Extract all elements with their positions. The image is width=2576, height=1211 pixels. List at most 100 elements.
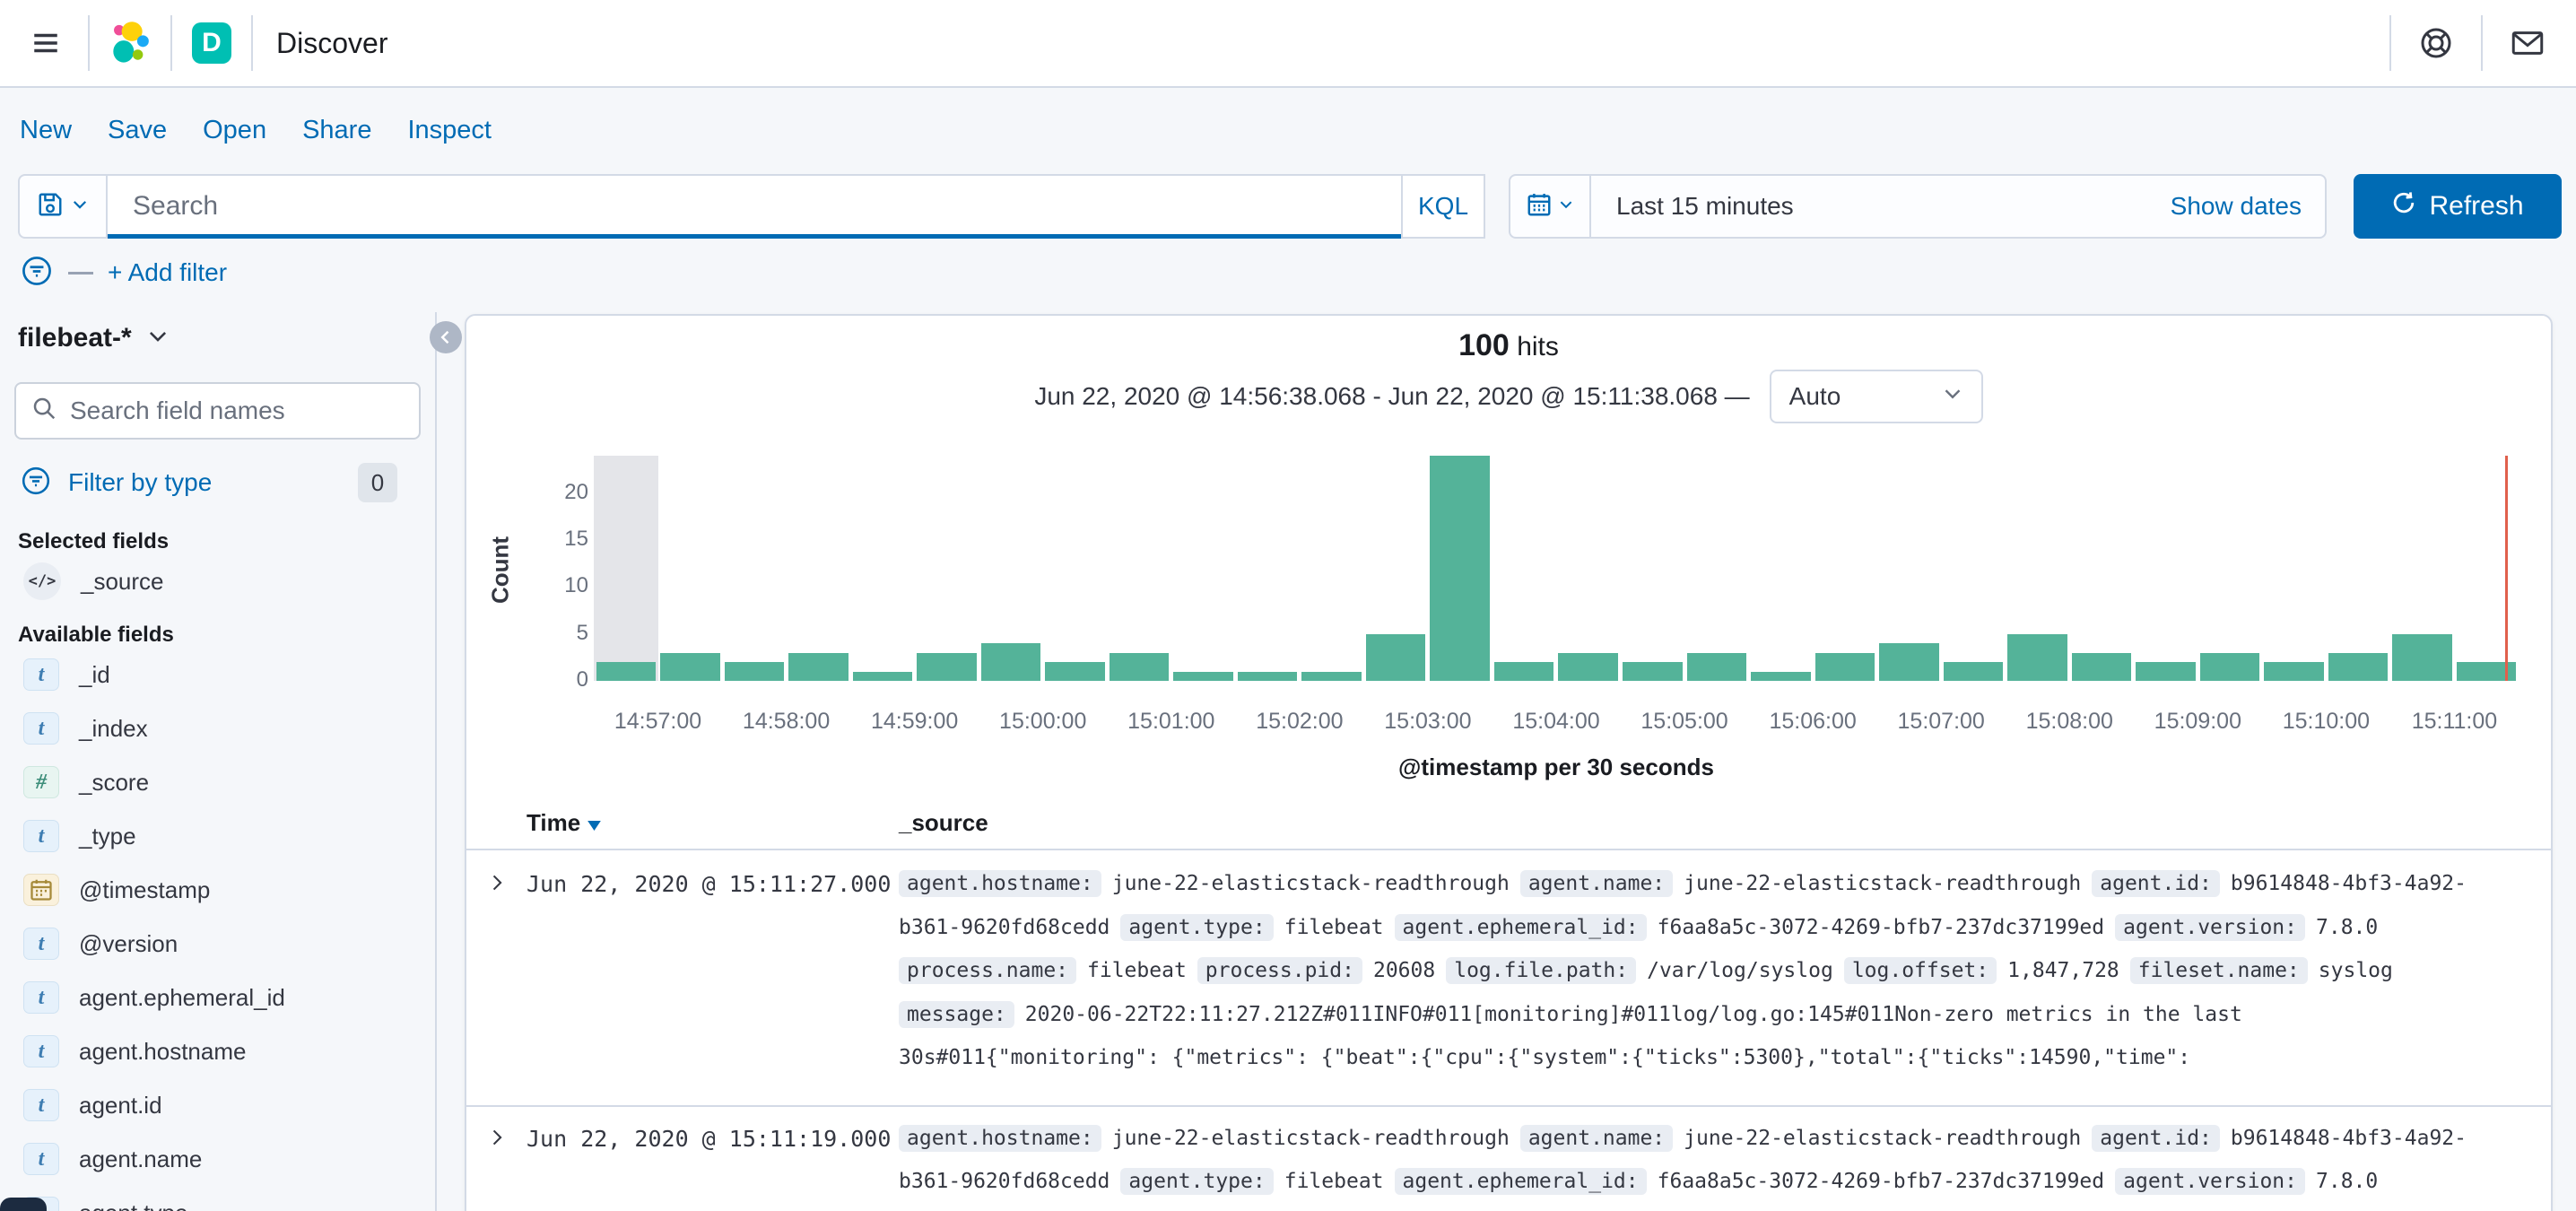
time-range-value[interactable]: Last 15 minutes — [1616, 192, 1794, 220]
field-search-placeholder: Search field names — [70, 396, 285, 424]
hits-count: 100 — [1458, 328, 1510, 362]
field-name: _source — [81, 567, 164, 595]
menu-link-new[interactable]: New — [20, 115, 73, 144]
histogram-bar[interactable] — [1558, 652, 1618, 681]
field-item-agent.name[interactable]: t agent.name — [14, 1132, 421, 1186]
field-value: filebeat — [1284, 1170, 1384, 1194]
menu-icon[interactable] — [23, 21, 68, 65]
field-item-@timestamp[interactable]: @timestamp — [14, 863, 421, 917]
expand-row-icon[interactable] — [466, 862, 527, 1080]
histogram-bar[interactable] — [1237, 671, 1298, 681]
histogram-bar-slot — [915, 456, 979, 681]
index-pattern-name: filebeat-* — [18, 323, 132, 353]
field-name: agent.id — [79, 1091, 162, 1119]
histogram-bar[interactable] — [1815, 652, 1875, 681]
elastic-logo[interactable] — [109, 21, 151, 65]
discover-app-badge: D — [192, 22, 231, 64]
histogram-bar[interactable] — [2136, 662, 2196, 681]
histogram-bar-slot — [2069, 456, 2134, 681]
refresh-button[interactable]: Refresh — [2354, 174, 2562, 239]
field-item-_source[interactable]: </> _source — [14, 554, 421, 608]
field-item-@version[interactable]: t @version — [14, 917, 421, 971]
field-search-input[interactable]: Search field names — [14, 382, 421, 440]
field-name-badge: agent.ephemeral_id: — [1394, 913, 1647, 941]
save-query-icon — [37, 191, 64, 222]
histogram-bar-slot — [1813, 456, 1877, 681]
y-tick-label: 15 — [564, 527, 588, 552]
filter-by-type-button[interactable]: Filter by type 0 — [14, 456, 421, 510]
x-tick-label: 15:01:00 — [1127, 709, 1215, 734]
field-value: syslog — [2318, 959, 2393, 983]
histogram-bar[interactable] — [2264, 662, 2324, 681]
index-pattern-selector[interactable]: filebeat-* — [14, 312, 421, 364]
histogram-bar[interactable] — [2199, 652, 2260, 681]
histogram-bar[interactable] — [596, 662, 657, 681]
histogram-bar[interactable] — [2328, 652, 2389, 681]
histogram-bar[interactable] — [1109, 652, 1170, 681]
histogram-bar[interactable] — [1430, 456, 1490, 681]
expand-row-icon[interactable] — [466, 1117, 527, 1211]
histogram-bar[interactable] — [1943, 662, 2004, 681]
histogram-bar[interactable] — [1751, 671, 1811, 681]
field-value: june-22-elasticstack-readthrough — [1111, 872, 1510, 896]
top-nav-menu: New Save Open Share Inspect — [0, 88, 2576, 172]
field-value: f6aa8a5c-3072-4269-bfb7-237dc37199ed — [1657, 915, 2105, 939]
field-item-agent.hostname[interactable]: t agent.hostname — [14, 1024, 421, 1078]
interval-select[interactable]: Auto — [1769, 370, 1983, 423]
histogram-bar[interactable] — [1045, 662, 1105, 681]
histogram-bar[interactable] — [852, 671, 913, 681]
header-divider — [2389, 15, 2391, 71]
menu-link-share[interactable]: Share — [302, 115, 372, 144]
quick-select-button[interactable] — [1510, 176, 1591, 237]
menu-link-inspect[interactable]: Inspect — [407, 115, 492, 144]
histogram-bar[interactable] — [1301, 671, 1362, 681]
histogram-bar-slot — [1363, 456, 1428, 681]
query-language-button[interactable]: KQL — [1401, 176, 1484, 237]
field-value: b361-9620fd68cedd — [899, 1170, 1110, 1194]
x-tick-label: 14:58:00 — [742, 709, 831, 734]
mail-icon[interactable] — [2502, 18, 2553, 68]
histogram-bar[interactable] — [1173, 671, 1233, 681]
string-type-icon: t — [23, 712, 59, 745]
histogram-bar-slot — [1749, 456, 1814, 681]
histogram-bar[interactable] — [724, 662, 785, 681]
search-icon — [30, 395, 57, 428]
histogram-bar[interactable] — [1686, 652, 1747, 681]
filter-dash — [68, 271, 93, 274]
show-dates-button[interactable]: Show dates — [2170, 192, 2302, 220]
field-name: agent.type — [79, 1199, 187, 1211]
field-item-_type[interactable]: t _type — [14, 809, 421, 863]
collapse-sidebar-button[interactable] — [430, 321, 462, 353]
chevron-down-icon — [1558, 196, 1574, 217]
histogram-bar[interactable] — [1493, 662, 1554, 681]
add-filter-button[interactable]: + Add filter — [108, 258, 228, 286]
histogram-bar[interactable] — [2392, 633, 2452, 681]
search-input[interactable]: Search — [108, 176, 1401, 239]
time-column-header[interactable]: Time — [527, 809, 602, 837]
histogram-bar[interactable] — [917, 652, 977, 681]
field-item-_index[interactable]: t _index — [14, 701, 421, 755]
x-tick-label: 14:57:00 — [614, 709, 702, 734]
histogram-bar[interactable] — [2456, 662, 2517, 681]
filter-bar: + Add filter — [20, 248, 227, 298]
help-icon[interactable] — [2411, 18, 2461, 68]
filter-icon[interactable] — [20, 254, 54, 292]
menu-link-open[interactable]: Open — [203, 115, 267, 144]
field-item-agent.id[interactable]: t agent.id — [14, 1078, 421, 1132]
histogram-bar[interactable] — [980, 643, 1041, 681]
field-item-agent.ephemeral_id[interactable]: t agent.ephemeral_id — [14, 971, 421, 1024]
histogram-bar[interactable] — [1879, 643, 1939, 681]
saved-query-button[interactable] — [18, 174, 108, 239]
field-item-_score[interactable]: # _score — [14, 755, 421, 809]
histogram-bar[interactable] — [788, 652, 849, 681]
menu-link-save[interactable]: Save — [108, 115, 168, 144]
field-name-badge: agent.version: — [2115, 913, 2305, 941]
histogram-bar[interactable] — [660, 652, 720, 681]
histogram-bar[interactable] — [2007, 633, 2067, 681]
histogram-bar[interactable] — [1623, 662, 1683, 681]
histogram-bar[interactable] — [2071, 652, 2132, 681]
histogram-bar[interactable] — [1365, 633, 1426, 681]
field-item-_id[interactable]: t _id — [14, 648, 421, 701]
x-tick-label: 15:11:00 — [2411, 709, 2498, 734]
